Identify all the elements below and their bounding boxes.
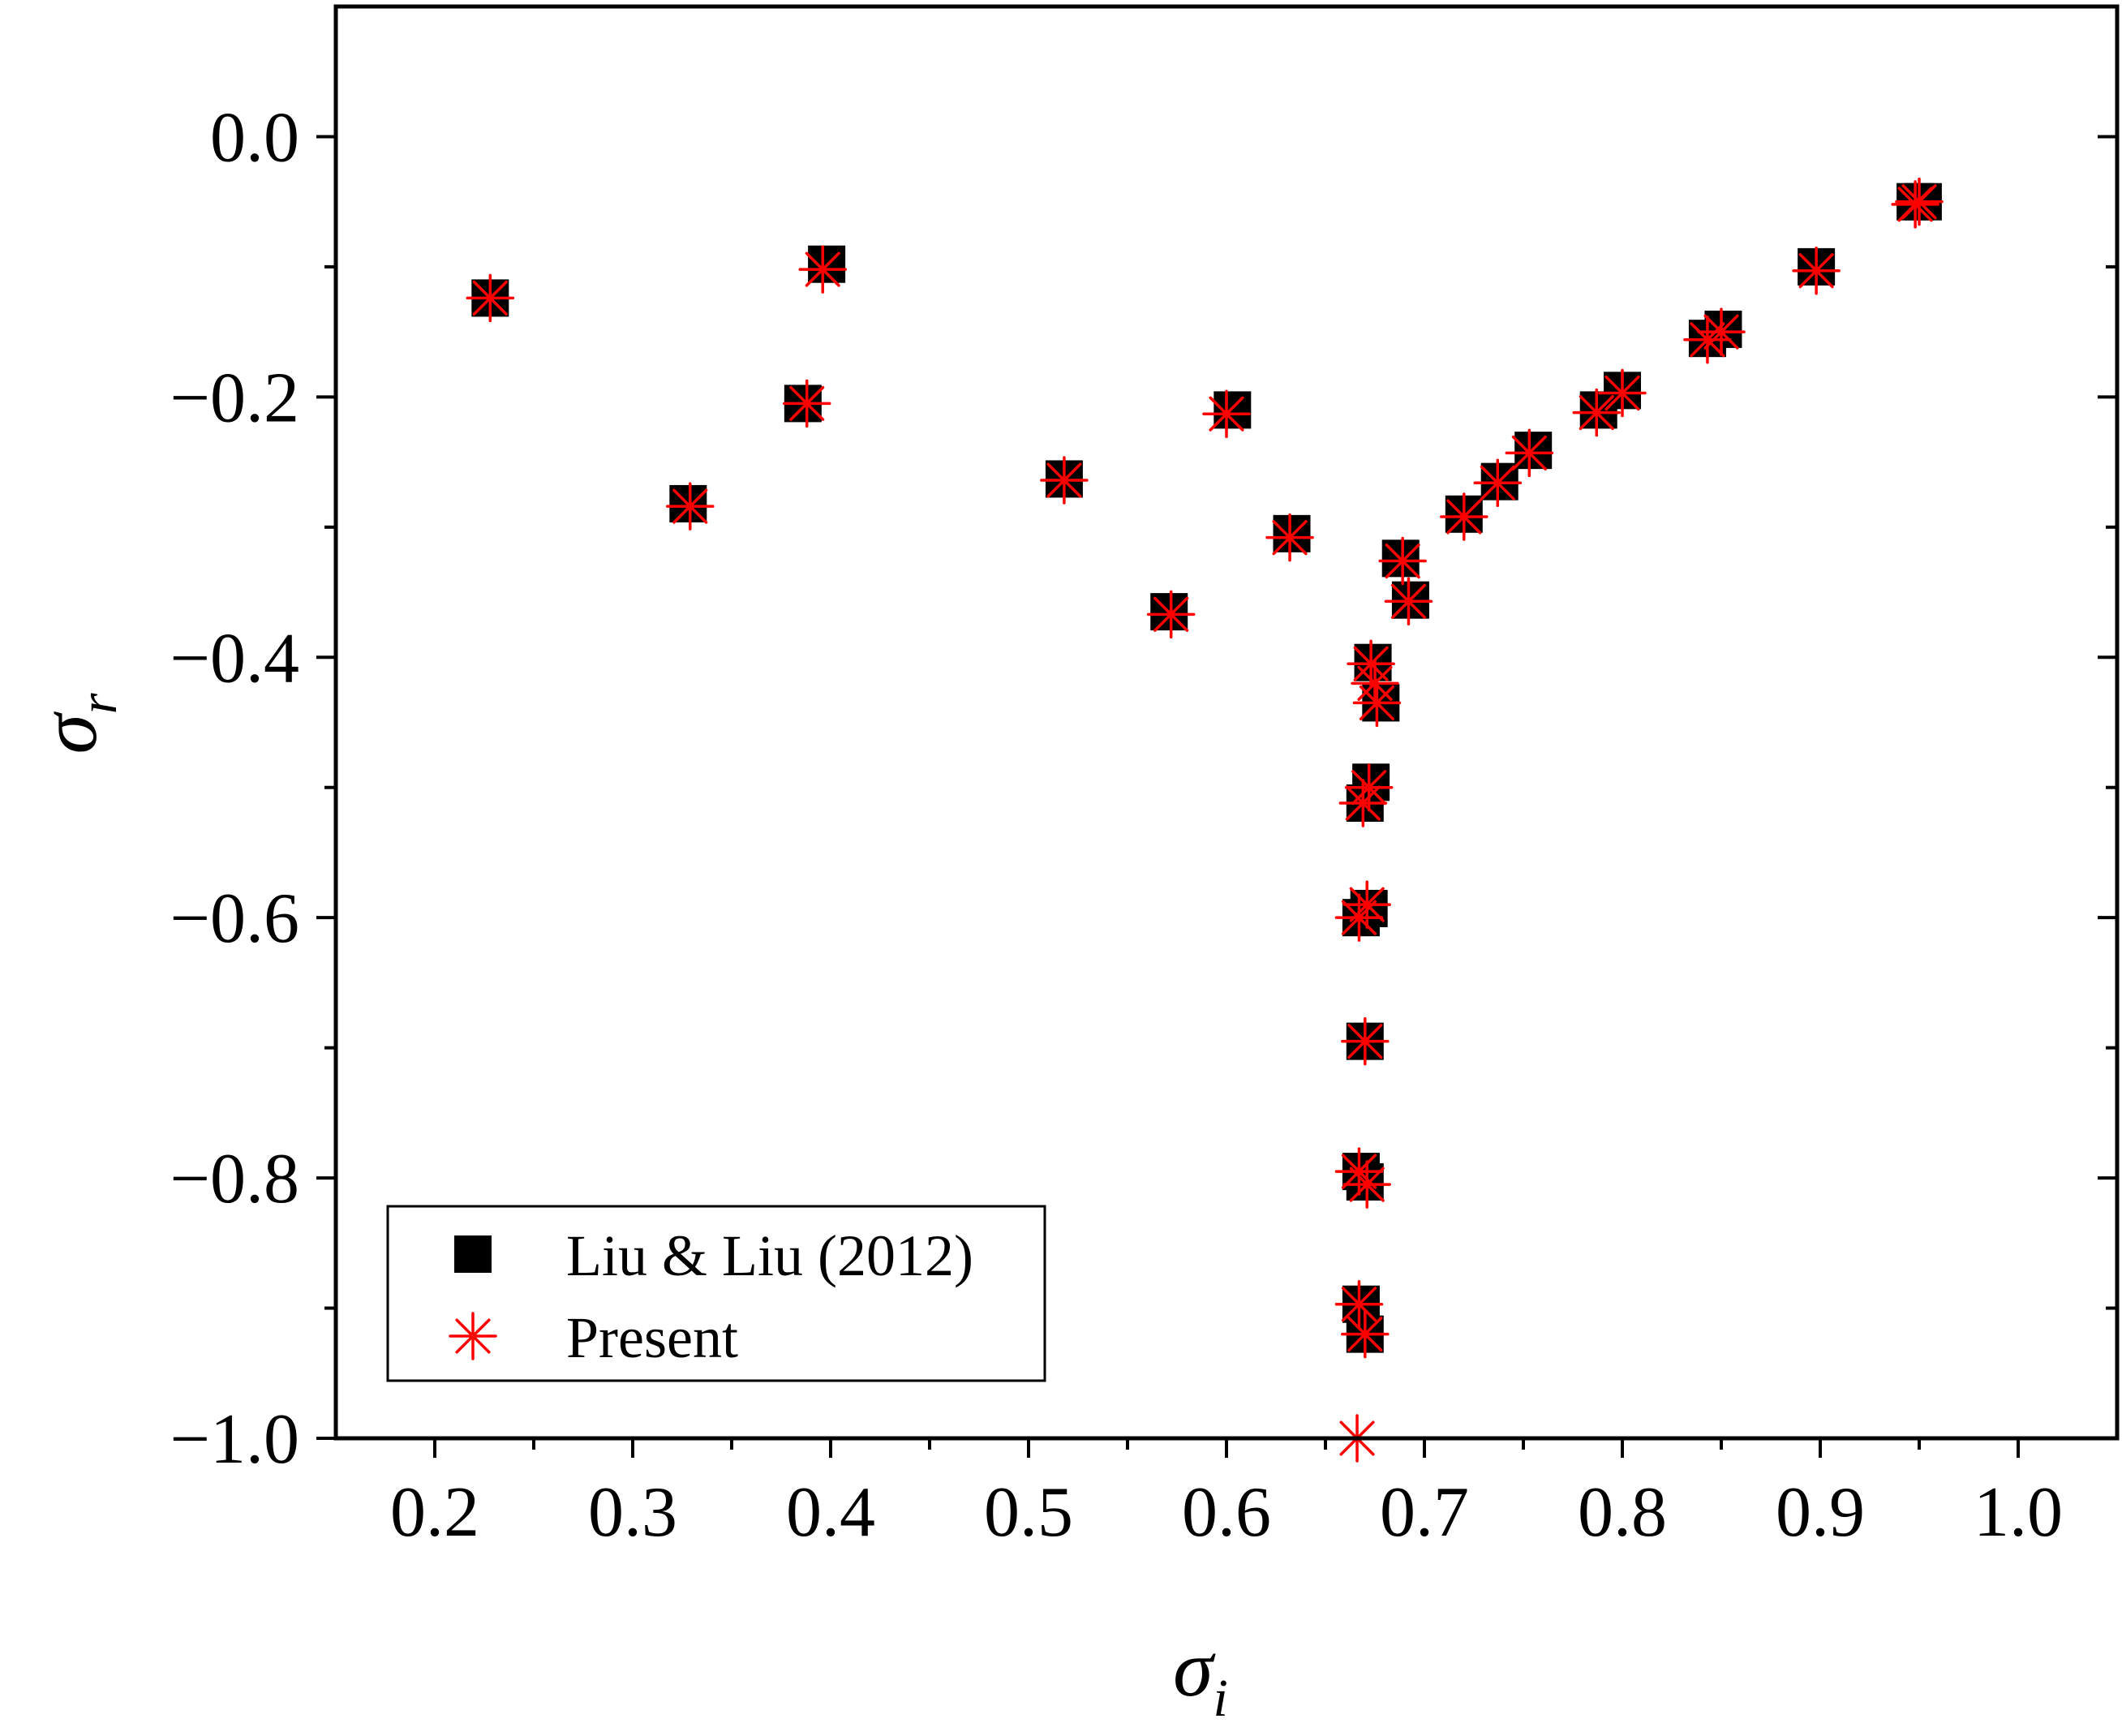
x-axis-symbol: σ: [1173, 1623, 1216, 1713]
x-tick-label: 0.4: [786, 1473, 875, 1552]
y-axis-title: σr: [24, 693, 128, 754]
present-data-point: [1334, 893, 1384, 942]
present-data-point: [1792, 246, 1841, 295]
present-data-point: [1040, 456, 1089, 505]
present-data-point: [1146, 590, 1196, 639]
x-tick-label: 0.8: [1578, 1473, 1667, 1552]
legend-square-icon: [454, 1235, 492, 1273]
legend-square-marker: [454, 1235, 492, 1273]
present-data-point: [1334, 1147, 1384, 1196]
legend: Liu & Liu (2012) Present: [386, 1205, 1046, 1382]
present-data-point: [1352, 678, 1402, 728]
present-data-point: [1342, 1160, 1391, 1209]
x-tick-label: 1.0: [1974, 1473, 2063, 1552]
x-tick-label: 0.2: [390, 1473, 479, 1552]
y-tick-label: −0.2: [170, 359, 299, 437]
x-tick-label: 0.9: [1776, 1473, 1865, 1552]
liu-data-point: [1213, 391, 1252, 429]
present-data-point: [1895, 177, 1944, 226]
legend-asterisk-marker: [449, 1312, 497, 1360]
y-tick-label: 0.0: [210, 98, 299, 177]
present-data-point: [1334, 1279, 1384, 1329]
present-data-point: [1598, 368, 1647, 418]
x-axis-title: σi: [1173, 1623, 1228, 1728]
tick-labels: 0.2 0.3 0.4 0.5 0.6 0.7 0.8 0.9 1.0 0.0 −0.2 −0.4 −0…: [170, 98, 2063, 1552]
y-axis-subscript: r: [69, 693, 128, 714]
y-tick-label: −0.6: [170, 879, 299, 958]
data-points: [466, 177, 1944, 1463]
x-tick-label: 0.6: [1182, 1473, 1271, 1552]
present-data-point: [1683, 316, 1732, 364]
present-data-point: [1440, 492, 1488, 541]
present-data-point: [782, 379, 831, 428]
present-data-point: [1572, 388, 1622, 437]
present-data-point: [1697, 307, 1746, 356]
y-tick-label: −1.0: [170, 1400, 299, 1479]
legend-label-present: Present: [566, 1305, 738, 1370]
present-data-point: [1341, 1016, 1390, 1066]
present-data-point: [666, 482, 715, 531]
present-data-point: [1265, 513, 1314, 562]
x-tick-label: 0.3: [588, 1473, 677, 1552]
y-tick-label: −0.8: [170, 1140, 299, 1218]
present-data-point: [1378, 536, 1427, 586]
present-data-point: [1473, 458, 1523, 508]
legend-asterisk-icon: [449, 1312, 497, 1360]
present-data-point: [1344, 763, 1394, 812]
y-tick-label: −0.4: [170, 619, 299, 698]
x-tick-label: 0.5: [984, 1473, 1073, 1552]
x-axis-subscript: i: [1213, 1669, 1227, 1728]
legend-label-liu: Liu & Liu (2012): [566, 1223, 973, 1288]
x-tick-label: 0.7: [1380, 1473, 1469, 1552]
y-axis-symbol: σ: [24, 711, 114, 754]
present-data-point: [798, 245, 847, 294]
present-data-point: [1342, 880, 1391, 929]
present-data-point: [1384, 577, 1433, 626]
present-data-point: [466, 273, 515, 323]
present-data-point: [1341, 1309, 1390, 1359]
present-data-point: [1505, 428, 1554, 478]
present-data-point: [1202, 389, 1251, 438]
legend-box: [386, 1205, 1046, 1382]
plot-frame: [333, 4, 2120, 1441]
